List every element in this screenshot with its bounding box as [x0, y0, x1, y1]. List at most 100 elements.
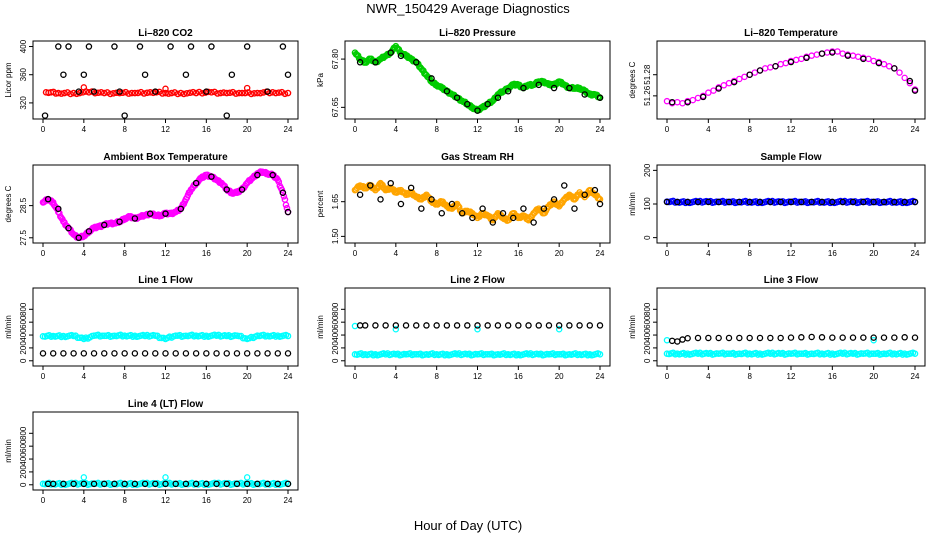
x-tick-label: 24: [596, 372, 605, 381]
x-tick-label: 12: [473, 372, 482, 381]
data-point: [80, 474, 88, 481]
data-point: [865, 55, 872, 63]
data-point: [464, 100, 471, 108]
data-point: [433, 322, 440, 329]
data-point: [482, 351, 489, 358]
x-tick-label: 16: [202, 372, 211, 381]
x-tick-label: 20: [555, 249, 564, 258]
data-point: [264, 88, 271, 95]
data-point: [170, 480, 177, 488]
y-axis-label: degrees C: [628, 61, 637, 98]
data-point: [777, 60, 784, 68]
data-point: [885, 63, 893, 70]
data-point: [125, 90, 133, 97]
chart-title: Line 2 Flow: [450, 275, 505, 286]
plot-frame: [32, 40, 299, 120]
data-point: [243, 480, 251, 488]
y-tick-label: 400: [643, 328, 652, 342]
data-point: [545, 322, 553, 329]
y-tick-label: 0: [643, 235, 652, 240]
data-point: [798, 350, 805, 358]
data-point: [131, 89, 139, 97]
data-point: [550, 84, 558, 92]
data-point: [233, 350, 241, 357]
x-tick-label: 16: [828, 372, 837, 381]
data-point: [284, 89, 292, 97]
data-point: [787, 58, 795, 66]
data-point: [515, 322, 522, 329]
y-tick-label: 400: [19, 39, 28, 53]
x-tick-label: 0: [41, 249, 46, 258]
x-tick-label: 24: [911, 249, 920, 258]
data-point: [392, 326, 400, 333]
data-point: [235, 89, 243, 97]
data-point: [596, 200, 604, 208]
data-point: [725, 334, 733, 342]
data-point: [172, 480, 179, 488]
data-point: [808, 198, 815, 206]
y-tick-label: 0: [643, 358, 652, 363]
plot-frame: [656, 40, 926, 120]
data-point: [162, 85, 169, 93]
y-tick-label: 100: [643, 197, 652, 211]
data-point: [679, 336, 686, 343]
data-point: [705, 89, 712, 96]
data-point: [668, 98, 676, 106]
data-point: [520, 84, 527, 92]
data-point: [453, 322, 461, 329]
data-point: [284, 71, 292, 78]
data-point: [412, 351, 420, 358]
data-point: [761, 65, 769, 72]
data-point: [674, 198, 681, 206]
data-point: [75, 234, 82, 242]
y-axis-label: ml/min: [4, 439, 13, 463]
data-point: [65, 43, 72, 50]
data-point: [90, 88, 98, 95]
chart-panel-8: Line 3 Flow ml/min 0 4 8 12 16 20 24 0 20040060080…: [628, 275, 926, 381]
data-point: [901, 198, 908, 206]
data-point: [254, 480, 261, 488]
data-point: [772, 63, 779, 70]
x-tick-label: 20: [243, 249, 252, 258]
data-point: [870, 336, 877, 344]
data-point: [746, 334, 753, 342]
data-point: [49, 350, 57, 357]
data-point: [868, 198, 875, 206]
data-point: [100, 89, 108, 97]
data-point: [284, 350, 292, 357]
data-point: [226, 89, 234, 97]
data-point: [180, 90, 188, 98]
data-point: [725, 350, 733, 358]
y-tick-label: 600: [19, 315, 28, 329]
chart-panel-5: Sample Flow ml/min 0 4 8 12 16 20 24 0 100 200: [628, 152, 926, 258]
data-point: [351, 322, 359, 330]
data-point: [576, 322, 583, 329]
data-point: [494, 94, 502, 101]
data-point: [85, 228, 93, 235]
x-tick-label: 8: [747, 125, 752, 134]
data-point: [565, 192, 572, 200]
data-point: [509, 214, 517, 222]
x-tick-label: 0: [41, 496, 46, 505]
x-tick-label: 20: [243, 125, 252, 134]
data-point: [751, 69, 759, 76]
data-point: [283, 204, 291, 212]
data-point: [254, 350, 261, 357]
y-tick-label: 800: [19, 426, 28, 440]
y-tick-label: 200: [643, 163, 652, 177]
data-point: [756, 67, 764, 74]
data-point: [162, 89, 169, 97]
data-point: [746, 71, 753, 78]
data-point: [192, 89, 200, 97]
x-tick-label: 0: [353, 372, 358, 381]
data-point: [275, 178, 283, 186]
chart-title: Gas Stream RH: [441, 152, 514, 163]
x-tick-label: 0: [41, 372, 46, 381]
data-point: [474, 326, 481, 333]
data-point: [803, 54, 810, 62]
x-tick-label: 16: [514, 372, 523, 381]
data-point: [241, 480, 249, 488]
x-tick-label: 8: [122, 496, 127, 505]
data-point: [911, 87, 919, 94]
y-axis-label: percent: [316, 190, 325, 217]
